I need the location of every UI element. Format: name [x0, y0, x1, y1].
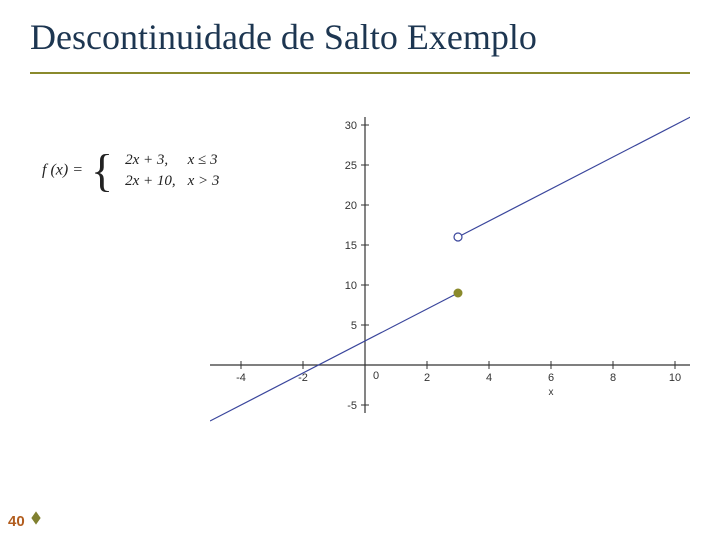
- slide-title: Descontinuidade de Salto Exemplo: [30, 18, 690, 58]
- svg-text:20: 20: [345, 200, 357, 212]
- formula-lhs: f (x) =: [42, 162, 83, 179]
- svg-text:25: 25: [345, 160, 357, 172]
- svg-text:0: 0: [373, 370, 379, 382]
- svg-text:6: 6: [548, 372, 554, 384]
- svg-text:30: 30: [345, 120, 357, 132]
- svg-text:4: 4: [486, 372, 492, 384]
- svg-text:-4: -4: [236, 372, 246, 384]
- svg-text:10: 10: [345, 280, 357, 292]
- svg-text:x: x: [549, 387, 554, 398]
- case2-expr: 2x + 10,: [119, 171, 182, 192]
- case1-expr: 2x + 3,: [119, 150, 182, 171]
- page-number: 40: [8, 513, 25, 530]
- svg-text:8: 8: [610, 372, 616, 384]
- footer-bullet-icon: [31, 511, 40, 524]
- svg-text:-5: -5: [347, 400, 357, 412]
- piecewise-function: f (x) = { 2x + 3, x ≤ 3 2x + 10, x > 3: [42, 150, 225, 192]
- title-underline: [30, 72, 690, 74]
- svg-text:5: 5: [351, 320, 357, 332]
- svg-text:10: 10: [669, 372, 681, 384]
- graph-area: -4 -2 2 4 6 8 10 -5 5 10 15 20 25 30 0 x: [210, 95, 690, 425]
- jump-discontinuity-chart: -4 -2 2 4 6 8 10 -5 5 10 15 20 25 30 0 x: [210, 95, 690, 425]
- svg-text:15: 15: [345, 240, 357, 252]
- svg-text:-2: -2: [298, 372, 308, 384]
- svg-text:2: 2: [424, 372, 430, 384]
